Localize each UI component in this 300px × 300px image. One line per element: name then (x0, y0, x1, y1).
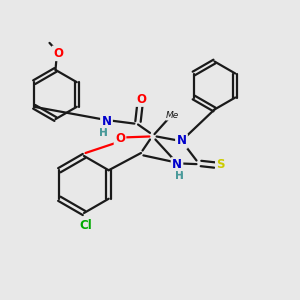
Text: H: H (99, 128, 108, 138)
Text: H: H (175, 171, 184, 182)
Text: H: H (175, 171, 184, 182)
Text: S: S (216, 158, 225, 172)
Text: O: O (115, 131, 125, 145)
Text: S: S (216, 158, 225, 172)
Text: N: N (176, 134, 187, 148)
Text: H: H (99, 128, 108, 138)
Text: N: N (101, 115, 112, 128)
Text: N: N (101, 115, 112, 128)
Text: O: O (136, 92, 146, 106)
Text: O: O (115, 131, 125, 145)
Text: O: O (136, 92, 146, 106)
Text: N: N (176, 134, 187, 148)
Text: Cl: Cl (79, 219, 92, 232)
Text: O: O (53, 47, 63, 60)
Text: N: N (172, 158, 182, 172)
Text: N: N (172, 158, 182, 172)
Text: Cl: Cl (79, 219, 92, 232)
Text: O: O (53, 47, 63, 60)
Text: Me: Me (166, 111, 179, 120)
